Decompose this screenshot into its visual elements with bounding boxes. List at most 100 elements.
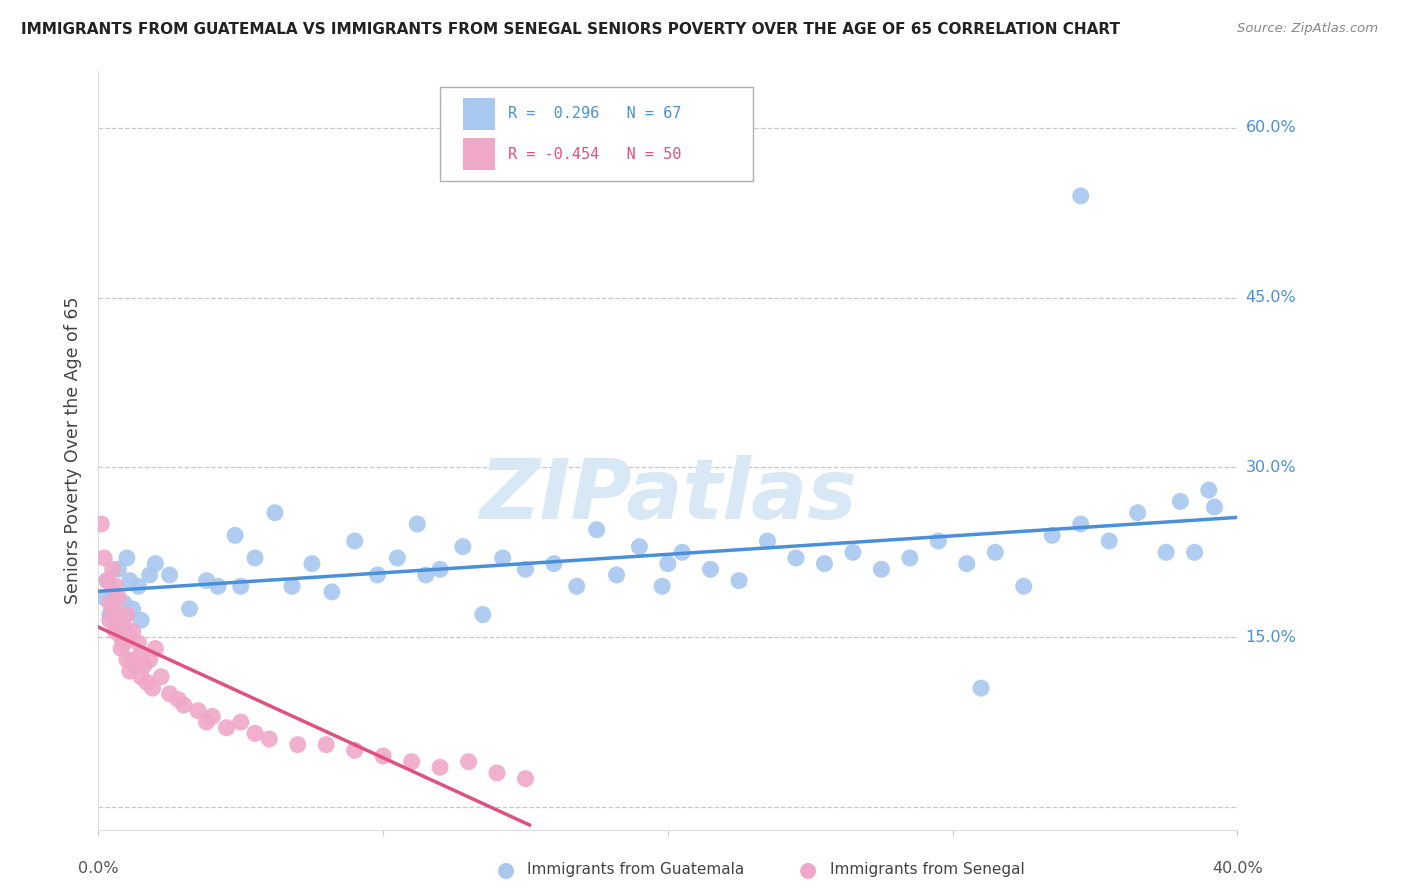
Point xyxy=(406,516,429,531)
Point xyxy=(207,579,229,593)
Point xyxy=(243,726,266,740)
Point xyxy=(115,607,138,622)
Text: Immigrants from Senegal: Immigrants from Senegal xyxy=(830,863,1025,877)
Point xyxy=(842,545,865,559)
Point xyxy=(813,557,835,571)
Point xyxy=(1126,506,1149,520)
Point xyxy=(98,613,121,627)
Text: R = -0.454   N = 50: R = -0.454 N = 50 xyxy=(509,146,682,161)
Point xyxy=(167,692,190,706)
Point xyxy=(728,574,751,588)
Text: ZIPatlas: ZIPatlas xyxy=(479,456,856,536)
Point xyxy=(129,647,152,661)
Point xyxy=(785,551,807,566)
Point xyxy=(215,721,238,735)
Point xyxy=(628,540,651,554)
Point xyxy=(112,596,135,610)
Point xyxy=(224,528,246,542)
Point xyxy=(1154,545,1177,559)
Point xyxy=(110,630,132,644)
Point xyxy=(1040,528,1063,542)
Point xyxy=(101,602,124,616)
Point xyxy=(93,591,115,605)
Point xyxy=(195,714,218,729)
Point xyxy=(187,704,209,718)
Point xyxy=(1070,189,1092,203)
Text: Source: ZipAtlas.com: Source: ZipAtlas.com xyxy=(1237,22,1378,36)
Point xyxy=(127,636,149,650)
Point xyxy=(127,579,149,593)
Point xyxy=(415,568,437,582)
Point xyxy=(129,670,152,684)
Point xyxy=(159,568,181,582)
Point xyxy=(756,533,779,548)
Point xyxy=(457,755,479,769)
Point xyxy=(129,613,152,627)
Point xyxy=(107,562,129,576)
Text: IMMIGRANTS FROM GUATEMALA VS IMMIGRANTS FROM SENEGAL SENIORS POVERTY OVER THE AG: IMMIGRANTS FROM GUATEMALA VS IMMIGRANTS … xyxy=(21,22,1121,37)
Point xyxy=(366,568,388,582)
Point xyxy=(93,551,115,566)
Text: ●: ● xyxy=(800,860,817,880)
Point xyxy=(201,709,224,723)
Point xyxy=(486,766,509,780)
FancyBboxPatch shape xyxy=(463,98,495,129)
Point xyxy=(565,579,588,593)
Point xyxy=(898,551,921,566)
Point xyxy=(179,602,201,616)
Point xyxy=(90,516,112,531)
Point xyxy=(387,551,409,566)
Point xyxy=(281,579,304,593)
Point xyxy=(1184,545,1206,559)
Point xyxy=(1198,483,1220,497)
Point xyxy=(927,533,949,548)
Point xyxy=(429,760,451,774)
Point xyxy=(141,681,163,695)
Point xyxy=(121,624,143,639)
Point xyxy=(343,533,366,548)
Point xyxy=(104,613,127,627)
FancyBboxPatch shape xyxy=(440,87,754,181)
Point xyxy=(1012,579,1035,593)
Point xyxy=(1204,500,1226,514)
Point xyxy=(970,681,993,695)
Point xyxy=(264,506,287,520)
Point xyxy=(492,551,515,566)
Point xyxy=(101,562,124,576)
Point xyxy=(118,630,141,644)
Point xyxy=(401,755,423,769)
Point xyxy=(429,562,451,576)
Point xyxy=(1170,494,1192,508)
Point xyxy=(150,670,173,684)
Point xyxy=(515,772,537,786)
Point xyxy=(118,664,141,678)
Point xyxy=(159,687,181,701)
Point xyxy=(287,738,309,752)
Point xyxy=(373,749,395,764)
Text: 0.0%: 0.0% xyxy=(79,862,118,876)
Point xyxy=(110,624,132,639)
Point xyxy=(229,714,252,729)
Y-axis label: Seniors Poverty Over the Age of 65: Seniors Poverty Over the Age of 65 xyxy=(65,297,83,604)
Point xyxy=(104,624,127,639)
Point xyxy=(315,738,337,752)
Point xyxy=(343,743,366,757)
Point xyxy=(107,591,129,605)
Point xyxy=(243,551,266,566)
Point xyxy=(138,653,160,667)
Text: 60.0%: 60.0% xyxy=(1246,120,1296,136)
Point xyxy=(115,653,138,667)
Point xyxy=(107,613,129,627)
Point xyxy=(104,579,127,593)
Point xyxy=(132,658,155,673)
Point xyxy=(118,574,141,588)
Point xyxy=(145,641,167,656)
Point xyxy=(138,568,160,582)
Point xyxy=(651,579,673,593)
Point xyxy=(606,568,628,582)
Text: 40.0%: 40.0% xyxy=(1212,862,1263,876)
Text: ●: ● xyxy=(498,860,515,880)
Point xyxy=(135,675,157,690)
Point xyxy=(543,557,565,571)
Text: Immigrants from Guatemala: Immigrants from Guatemala xyxy=(527,863,745,877)
